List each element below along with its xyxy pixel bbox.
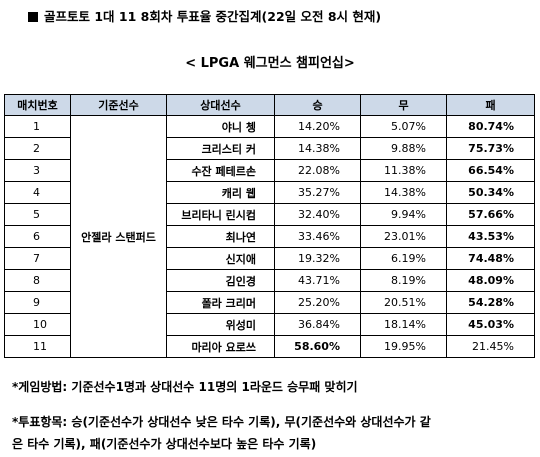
draw-cell: 19.95%	[360, 335, 447, 358]
draw-cell: 6.19%	[360, 247, 447, 270]
loss-cell: 50.34%	[446, 181, 535, 204]
opponent-cell: 캐리 웹	[166, 181, 275, 204]
match-no-cell: 8	[4, 269, 71, 292]
draw-cell: 9.94%	[360, 203, 447, 226]
match-no-cell: 2	[4, 137, 71, 160]
opponent-cell: 최나연	[166, 225, 275, 248]
opponent-cell: 수잔 페테르손	[166, 159, 275, 182]
table-row: 10 위성미 36.84% 18.14% 45.03%	[4, 313, 535, 336]
title-text: 골프토토 1대 11 8회차 투표율 중간집계(22일 오전 8시 현재)	[44, 9, 382, 24]
vote-items-note-line1: *투표항목: 승(기준선수가 상대선수 낮은 타수 기록), 무(기준선수와 상…	[12, 415, 431, 429]
win-cell: 33.46%	[274, 225, 361, 248]
opponent-cell: 야니 쳉	[166, 115, 275, 138]
header-loss: 패	[446, 94, 535, 116]
opponent-cell: 신지애	[166, 247, 275, 270]
table-header-row: 매치번호 기준선수 상대선수 승 무 패	[4, 94, 535, 116]
vote-table: 매치번호 기준선수 상대선수 승 무 패 1 안젤라 스탠퍼드 야니 쳉 14.20%…	[4, 94, 535, 358]
vote-items-note-line2: 은 타수 기록), 패(기준선수가 상대선수보다 높은 타수 기록)	[12, 437, 317, 451]
loss-cell: 57.66%	[446, 203, 535, 226]
table-row: 1 안젤라 스탠퍼드 야니 쳉 14.20% 5.07% 80.74%	[4, 115, 535, 358]
match-no-cell: 1	[4, 115, 71, 138]
match-no-cell: 3	[4, 159, 71, 182]
win-cell: 36.84%	[274, 313, 361, 336]
loss-cell: 75.73%	[446, 137, 535, 160]
win-cell: 35.27%	[274, 181, 361, 204]
header-draw: 무	[360, 94, 447, 116]
loss-cell: 66.54%	[446, 159, 535, 182]
win-cell: 25.20%	[274, 291, 361, 314]
opponent-cell: 김인경	[166, 269, 275, 292]
page-title: 골프토토 1대 11 8회차 투표율 중간집계(22일 오전 8시 현재)	[10, 6, 530, 25]
match-no-cell: 6	[4, 225, 71, 248]
header-match-no: 매치번호	[4, 94, 71, 116]
win-cell: 58.60%	[274, 335, 361, 358]
base-player-cell: 안젤라 스탠퍼드	[70, 115, 167, 358]
draw-cell: 9.88%	[360, 137, 447, 160]
win-cell: 19.32%	[274, 247, 361, 270]
square-bullet-icon	[28, 12, 38, 22]
game-method-note: *게임방법: 기준선수1명과 상대선수 11명의 1라운드 승무패 맞히기	[12, 380, 358, 394]
header-win: 승	[274, 94, 361, 116]
win-cell: 14.38%	[274, 137, 361, 160]
win-cell: 22.08%	[274, 159, 361, 182]
loss-cell: 43.53%	[446, 225, 535, 248]
loss-cell: 45.03%	[446, 313, 535, 336]
opponent-cell: 위성미	[166, 313, 275, 336]
win-cell: 32.40%	[274, 203, 361, 226]
draw-cell: 14.38%	[360, 181, 447, 204]
header-base-player: 기준선수	[70, 94, 167, 116]
loss-cell: 48.09%	[446, 269, 535, 292]
match-no-cell: 5	[4, 203, 71, 226]
opponent-cell: 폴라 크리머	[166, 291, 275, 314]
table-row: 11 마리아 요로쓰 58.60% 19.95% 21.45%	[4, 335, 535, 358]
loss-cell: 80.74%	[446, 115, 535, 138]
loss-cell: 74.48%	[446, 247, 535, 270]
match-no-cell: 9	[4, 291, 71, 314]
opponent-cell: 크리스티 커	[166, 137, 275, 160]
draw-cell: 5.07%	[360, 115, 447, 138]
opponent-cell: 마리아 요로쓰	[166, 335, 275, 358]
loss-cell: 21.45%	[446, 335, 535, 358]
draw-cell: 8.19%	[360, 269, 447, 292]
win-cell: 43.71%	[274, 269, 361, 292]
table-row: 9 폴라 크리머 25.20% 20.51% 54.28%	[4, 291, 535, 314]
draw-cell: 11.38%	[360, 159, 447, 182]
draw-cell: 23.01%	[360, 225, 447, 248]
table-row: 6 최나연 33.46% 23.01% 43.53%	[4, 225, 535, 248]
match-no-cell: 4	[4, 181, 71, 204]
match-no-cell: 10	[4, 313, 71, 336]
match-no-cell: 7	[4, 247, 71, 270]
win-cell: 14.20%	[274, 115, 361, 138]
opponent-cell: 브리타니 린시컴	[166, 203, 275, 226]
draw-cell: 20.51%	[360, 291, 447, 314]
subtitle: < LPGA 웨그먼스 챔피언십>	[185, 56, 355, 71]
loss-cell: 54.28%	[446, 291, 535, 314]
match-no-cell: 11	[4, 335, 71, 358]
draw-cell: 18.14%	[360, 313, 447, 336]
header-opponent: 상대선수	[166, 94, 275, 116]
